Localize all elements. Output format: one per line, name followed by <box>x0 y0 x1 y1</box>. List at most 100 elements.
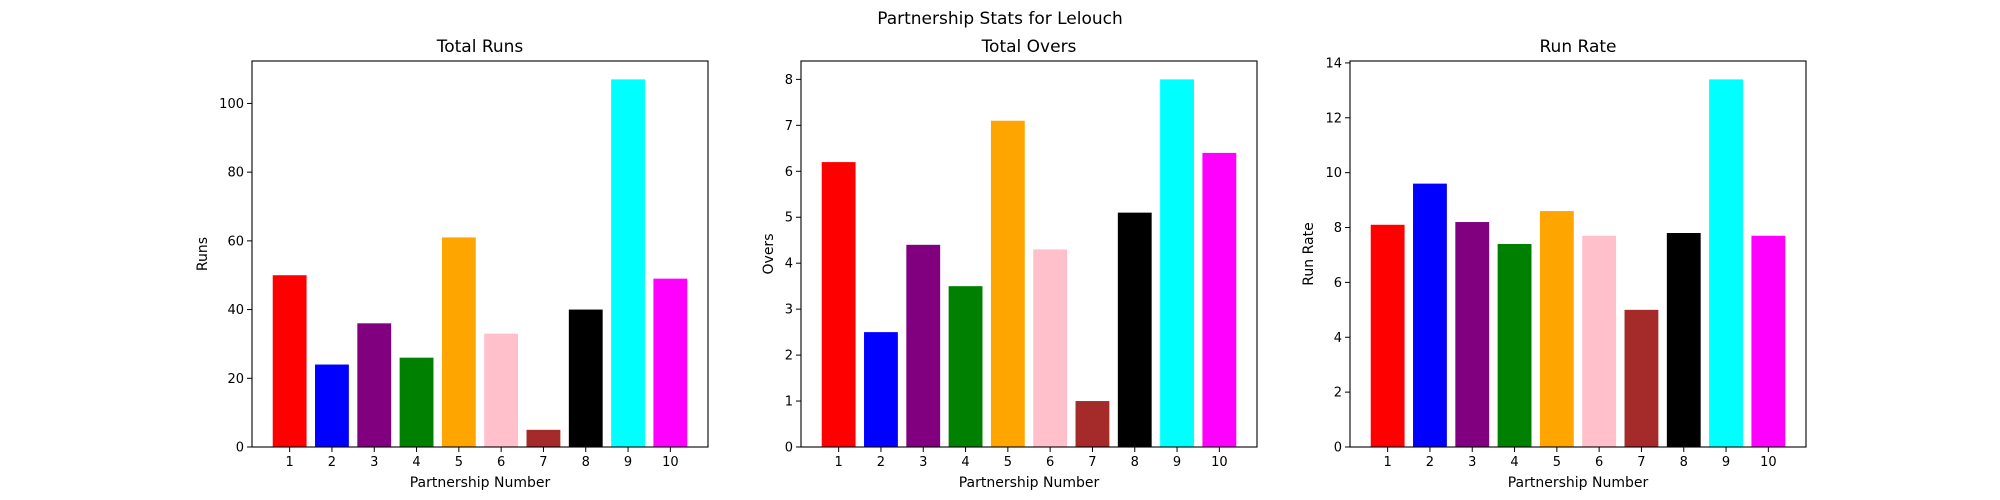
overs-bar-10 <box>1202 152 1237 447</box>
runs-bar-3 <box>357 323 392 447</box>
overs-x-tick-label: 8 <box>1131 455 1139 470</box>
run-rate-bar-3 <box>1455 222 1490 447</box>
run-rate-y-tick-label: 14 <box>1325 56 1342 71</box>
run-rate-y-tick-label: 2 <box>1334 386 1342 401</box>
runs-x-tick-label: 10 <box>662 455 679 470</box>
overs-y-axis: 0 1 2 3 4 5 6 7 8 <box>785 73 801 456</box>
runs-bar-1 <box>272 275 307 447</box>
run-rate-x-tick-label: 5 <box>1553 455 1561 470</box>
overs-y-tick-label: 1 <box>785 395 793 410</box>
run-rate-y-tick-label: 4 <box>1334 331 1342 346</box>
run-rate-bar-7 <box>1624 309 1659 447</box>
run-rate-y-tick-label: 6 <box>1334 276 1342 291</box>
runs-x-axis-label: Partnership Number <box>410 475 551 491</box>
overs-bar-9 <box>1160 79 1194 447</box>
run-rate-x-tick-label: 3 <box>1468 455 1476 470</box>
overs-y-tick-label: 5 <box>785 211 793 226</box>
run-rate-x-tick-label: 4 <box>1510 455 1518 470</box>
runs-y-tick-label: 0 <box>236 441 244 456</box>
figure-title: Partnership Stats for Lelouch <box>877 9 1123 29</box>
run-rate-bar-8 <box>1666 233 1701 447</box>
run-rate-bar-5 <box>1539 211 1574 447</box>
overs-x-tick-label: 3 <box>919 455 927 470</box>
run-rate-bar-4 <box>1497 243 1532 447</box>
overs-bar-7 <box>1075 401 1110 447</box>
overs-x-tick-label: 4 <box>961 455 969 470</box>
run-rate-panel-title: Run Rate <box>1540 37 1617 57</box>
runs-x-tick-label: 2 <box>328 455 336 470</box>
runs-bar-9 <box>611 79 645 447</box>
overs-bar-2 <box>864 332 898 447</box>
overs-y-tick-label: 8 <box>785 73 793 88</box>
overs-panel-title: Total Overs <box>981 37 1077 57</box>
runs-bar-7 <box>526 429 561 447</box>
run-rate-x-axis: 1 2 3 4 5 6 7 8 9 10 <box>1384 447 1777 470</box>
run-rate-bar-2 <box>1413 183 1447 447</box>
overs-x-tick-label: 5 <box>1004 455 1012 470</box>
run-rate-y-tick-label: 8 <box>1334 221 1342 236</box>
runs-bar-8 <box>568 309 603 447</box>
runs-plot-frame <box>251 60 709 448</box>
runs-y-axis-label: Runs <box>195 237 211 271</box>
run-rate-y-tick-label: 10 <box>1325 166 1342 181</box>
run-rate-x-tick-label: 10 <box>1760 455 1777 470</box>
run-rate-x-tick-label: 6 <box>1595 455 1603 470</box>
overs-bar-3 <box>906 244 941 447</box>
run-rate-x-tick-label: 7 <box>1637 455 1645 470</box>
overs-bar-6 <box>1033 249 1068 447</box>
overs-bar-5 <box>990 120 1025 448</box>
overs-x-axis: 1 2 3 4 5 6 7 8 9 10 <box>835 447 1228 470</box>
overs-x-tick-label: 7 <box>1088 455 1096 470</box>
overs-bars <box>821 79 1237 448</box>
overs-bar-4 <box>948 286 983 447</box>
overs-bar-1 <box>821 162 856 447</box>
overs-x-tick-label: 10 <box>1211 455 1228 470</box>
runs-y-tick-label: 20 <box>227 372 244 387</box>
runs-y-tick-label: 100 <box>219 97 244 112</box>
runs-y-tick-label: 40 <box>227 303 244 318</box>
runs-bar-4 <box>399 357 434 447</box>
run-rate-x-tick-label: 2 <box>1426 455 1434 470</box>
runs-panel-title: Total Runs <box>436 37 524 57</box>
run-rate-plot-frame <box>1349 60 1807 448</box>
runs-bar-5 <box>441 237 476 447</box>
run-rate-y-axis: 0 2 4 6 8 10 12 14 <box>1325 56 1350 456</box>
overs-y-tick-label: 6 <box>785 165 793 180</box>
runs-panel: Total Runs 0 20 40 60 80 100 1 2 3 4 5 6 7 8 9 10 Part… <box>195 37 709 491</box>
runs-x-tick-label: 3 <box>370 455 378 470</box>
overs-x-axis-label: Partnership Number <box>959 475 1100 491</box>
overs-x-tick-label: 1 <box>835 455 843 470</box>
overs-plot-frame <box>800 60 1258 448</box>
run-rate-x-axis-label: Partnership Number <box>1508 475 1649 491</box>
run-rate-bar-1 <box>1370 224 1405 447</box>
runs-y-axis: 0 20 40 60 80 100 <box>219 97 252 456</box>
run-rate-bar-9 <box>1709 79 1743 447</box>
runs-bar-2 <box>315 364 349 447</box>
overs-x-tick-label: 2 <box>877 455 885 470</box>
runs-bar-6 <box>484 333 519 447</box>
runs-x-tick-label: 5 <box>455 455 463 470</box>
runs-x-tick-label: 4 <box>412 455 420 470</box>
overs-x-tick-label: 6 <box>1046 455 1054 470</box>
overs-bar-8 <box>1117 212 1152 447</box>
runs-x-tick-label: 7 <box>539 455 547 470</box>
runs-y-tick-label: 60 <box>227 234 244 249</box>
runs-bars <box>272 79 688 447</box>
run-rate-y-axis-label: Run Rate <box>1301 222 1317 285</box>
runs-x-tick-label: 1 <box>286 455 294 470</box>
run-rate-y-tick-label: 0 <box>1334 441 1342 456</box>
runs-x-tick-label: 9 <box>624 455 632 470</box>
runs-bar-10 <box>653 278 688 447</box>
overs-x-tick-label: 9 <box>1173 455 1181 470</box>
overs-y-tick-label: 3 <box>785 303 793 318</box>
run-rate-x-tick-label: 9 <box>1722 455 1730 470</box>
run-rate-bar-6 <box>1582 235 1617 447</box>
overs-y-tick-label: 0 <box>785 441 793 456</box>
overs-y-tick-label: 2 <box>785 349 793 364</box>
run-rate-bars <box>1370 79 1786 447</box>
run-rate-x-tick-label: 8 <box>1680 455 1688 470</box>
overs-y-axis-label: Overs <box>761 234 777 275</box>
overs-y-tick-label: 7 <box>785 119 793 134</box>
run-rate-y-tick-label: 12 <box>1325 111 1342 126</box>
